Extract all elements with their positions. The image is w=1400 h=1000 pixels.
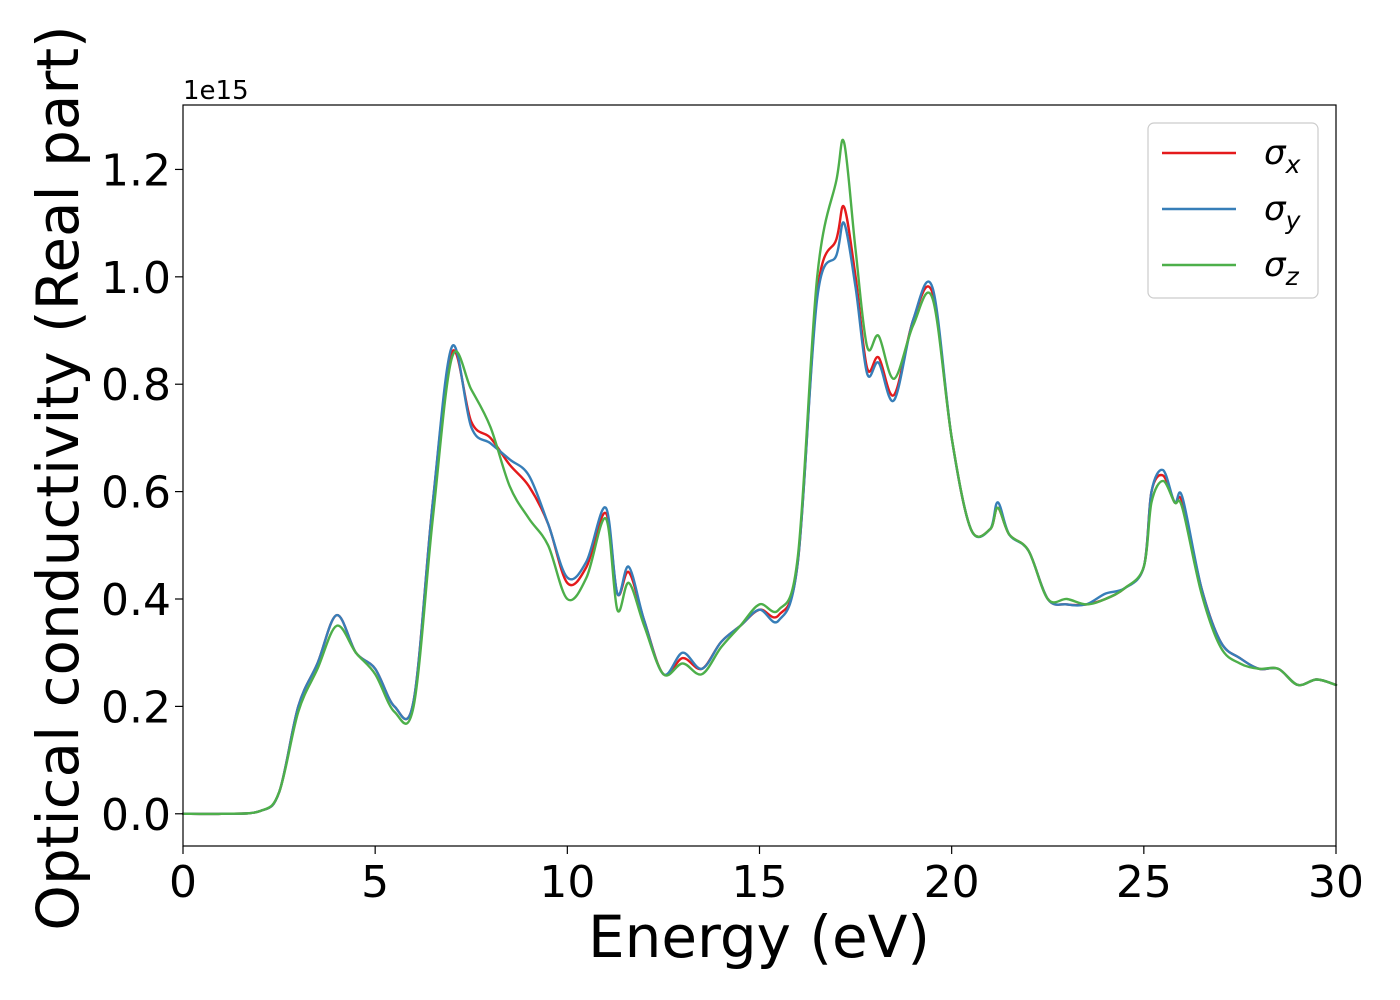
x-axis-label: Energy (eV) — [588, 903, 930, 971]
x-tick-label: 30 — [1308, 857, 1364, 908]
legend-label-z: σz — [1264, 245, 1300, 291]
x-tick-label: 0 — [169, 857, 197, 908]
x-tick-label: 15 — [732, 857, 788, 908]
series-line-3 — [181, 138, 1338, 816]
x-tick-label: 10 — [539, 857, 595, 908]
y-tick-label: 0.6 — [101, 468, 171, 519]
x-tick-label: 25 — [1116, 857, 1172, 908]
series-layer — [181, 138, 1338, 816]
legend-label-y: σy — [1264, 189, 1302, 235]
y-tick-label: 0.2 — [101, 682, 171, 733]
y-tick-label: 1.0 — [101, 253, 171, 304]
x-tick-label: 5 — [361, 857, 389, 908]
x-tick-label: 20 — [924, 857, 980, 908]
x-axis-ticks: 0 5 10 15 20 25 30 — [169, 846, 1364, 908]
series-line-2 — [181, 221, 1338, 816]
y-tick-label: 1.2 — [101, 145, 171, 196]
y-axis-label: Optical conductivity (Real part) — [24, 25, 92, 930]
offset-label: 1e15 — [183, 76, 249, 106]
legend-frame — [1147, 122, 1319, 299]
legend: σx σy σz — [1147, 122, 1319, 299]
y-axis-ticks: 0.0 0.2 0.4 0.6 0.8 1.0 1.2 — [101, 145, 183, 841]
y-tick-label: 0.0 — [101, 790, 171, 841]
y-tick-label: 0.4 — [101, 575, 171, 626]
y-tick-label: 0.8 — [101, 360, 171, 411]
legend-label-x: σx — [1264, 133, 1301, 179]
